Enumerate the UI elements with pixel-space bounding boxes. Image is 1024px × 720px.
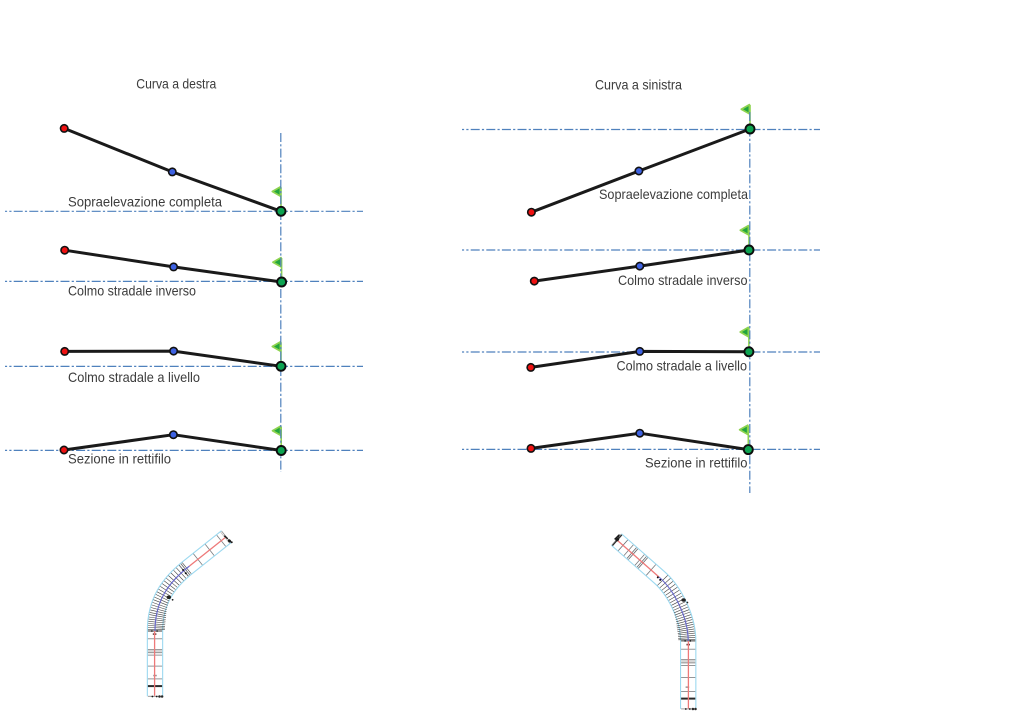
svg-text:Sezione in rettifilo: Sezione in rettifilo bbox=[68, 452, 171, 467]
svg-text:Curva a sinistra: Curva a sinistra bbox=[595, 78, 682, 93]
svg-text:Colmo stradale inverso: Colmo stradale inverso bbox=[618, 273, 748, 288]
svg-text:Sezione in rettifilo: Sezione in rettifilo bbox=[645, 456, 748, 471]
svg-text:Sopraelevazione completa: Sopraelevazione completa bbox=[68, 195, 222, 210]
svg-text:Colmo stradale a livello: Colmo stradale a livello bbox=[68, 370, 200, 385]
svg-text:Colmo stradale a livello: Colmo stradale a livello bbox=[617, 359, 748, 374]
svg-text:Curva a destra: Curva a destra bbox=[136, 77, 216, 92]
svg-text:Colmo stradale inverso: Colmo stradale inverso bbox=[68, 284, 196, 299]
svg-text:Sopraelevazione completa: Sopraelevazione completa bbox=[599, 187, 748, 202]
